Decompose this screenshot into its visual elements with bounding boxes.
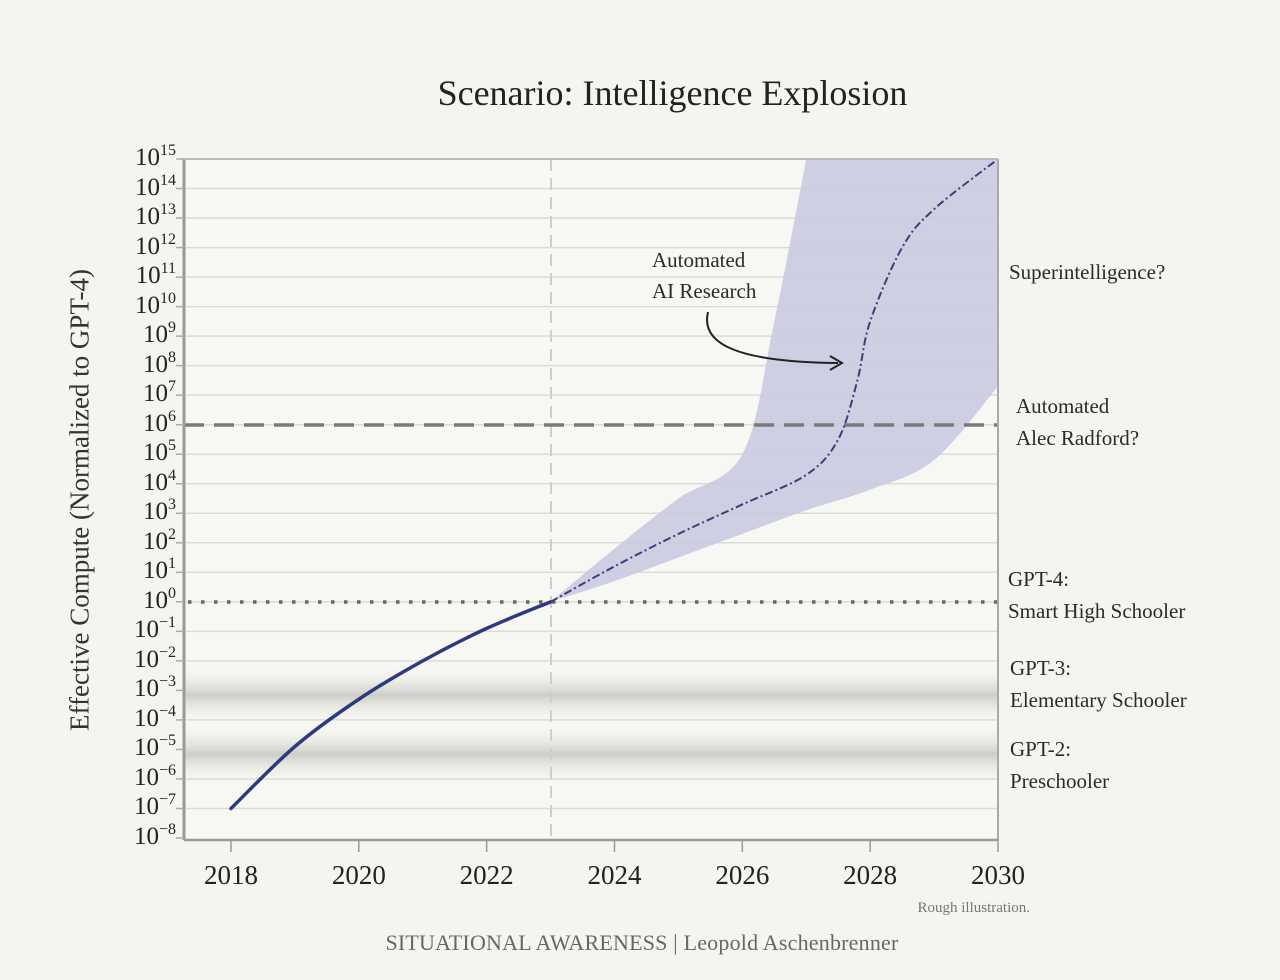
gpt3-label: GPT-3: Elementary Schooler — [1010, 652, 1187, 716]
y-tick-label: 10−7 — [133, 791, 176, 821]
y-tick-marks — [176, 158, 184, 839]
chart-title: Scenario: Intelligence Explosion — [437, 73, 908, 113]
y-tick-label: 10−6 — [133, 761, 176, 791]
gpt2-label: GPT-2: Preschooler — [1010, 733, 1109, 797]
y-tick-label: 10−5 — [133, 732, 176, 762]
arrow-head-icon — [829, 355, 844, 371]
x-tick-label: 2018 — [204, 860, 258, 890]
annotation-line-1: Automated — [652, 248, 746, 272]
y-tick-label: 10−3 — [133, 673, 176, 703]
annotation-line-2: AI Research — [652, 279, 757, 303]
gpt2-line-2: Preschooler — [1010, 769, 1110, 793]
uncertainty-band — [550, 159, 998, 602]
gpt4-line-2: Smart High Schooler — [1008, 599, 1186, 623]
y-tick-label: 1012 — [135, 230, 176, 260]
gpt4-label: GPT-4: Smart High Schooler — [1008, 563, 1185, 627]
alec-radford-label: Automated Alec Radford? — [1016, 390, 1139, 454]
y-tick-label: 1014 — [135, 171, 176, 201]
superintelligence-label: Superintelligence? — [1009, 260, 1166, 284]
y-tick-label: 105 — [143, 437, 176, 467]
projected-line — [550, 158, 999, 603]
y-tick-label: 100 — [143, 584, 176, 614]
x-tick-label: 2030 — [971, 860, 1025, 890]
gpt3-band — [184, 666, 998, 724]
y-tick-label: 107 — [143, 378, 176, 408]
y-tick-label: 108 — [143, 348, 176, 378]
y-tick-label: 1013 — [135, 201, 176, 231]
y-tick-label: 10−1 — [133, 614, 176, 644]
gpt3-line-2: Elementary Schooler — [1010, 688, 1187, 712]
y-tick-label: 104 — [143, 466, 176, 496]
y-tick-label: 106 — [143, 407, 176, 437]
x-tick-label: 2024 — [587, 860, 642, 890]
y-tick-label: 1015 — [135, 142, 176, 171]
x-tick-label: 2028 — [843, 860, 898, 890]
radford-line-2: Alec Radford? — [1016, 426, 1140, 450]
x-tick-marks — [230, 840, 999, 852]
x-tick-label: 2020 — [331, 860, 386, 890]
x-tick-label: 2026 — [715, 860, 770, 890]
y-tick-label: 1011 — [135, 260, 176, 290]
radford-line-1: Automated — [1016, 394, 1110, 418]
y-tick-label: 103 — [143, 496, 176, 526]
gpt2-band — [184, 724, 998, 784]
y-tick-label: 102 — [143, 525, 176, 555]
gpt2-line-1: GPT-2: — [1010, 737, 1072, 761]
y-tick-label: 10−2 — [133, 643, 176, 673]
y-tick-label: 109 — [143, 319, 176, 349]
y-tick-label: 1010 — [135, 289, 176, 319]
annotation-arrow — [706, 311, 839, 364]
gpt4-line-1: GPT-4: — [1008, 567, 1070, 591]
y-tick-label: 101 — [143, 555, 176, 585]
historical-line — [229, 600, 553, 811]
x-tick-label: 2022 — [459, 860, 514, 890]
gpt3-line-1: GPT-3: — [1010, 656, 1072, 680]
credit-footer: SITUATIONAL AWARENESS | Leopold Aschenbr… — [385, 930, 899, 955]
automated-ai-research-annotation: Automated AI Research — [652, 245, 756, 307]
rough-illustration-note: Rough illustration. — [917, 900, 1031, 916]
y-tick-label: 10−4 — [133, 702, 176, 732]
y-tick-label: 10−8 — [133, 821, 176, 850]
